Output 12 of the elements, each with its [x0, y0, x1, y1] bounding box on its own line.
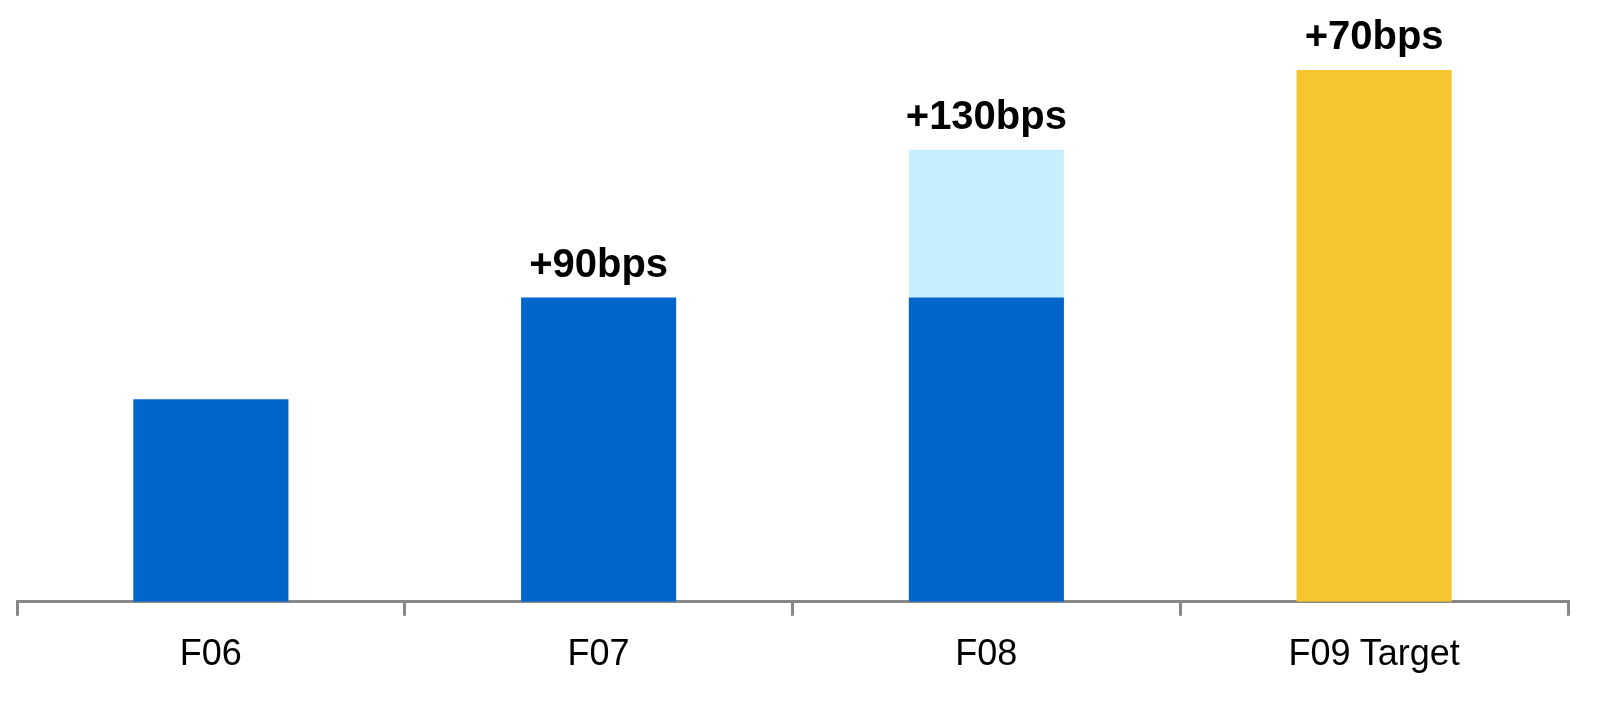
- bar: [133, 399, 289, 602]
- bar: [1296, 70, 1452, 602]
- bar: [908, 297, 1064, 602]
- x-tick-label: F07: [567, 632, 630, 674]
- x-tick-label: F06: [179, 632, 242, 674]
- annotation: +90bps: [529, 240, 669, 285]
- x-tick-label: F08: [955, 632, 1018, 674]
- annotation: +130bps: [905, 92, 1067, 137]
- bar: [908, 149, 1064, 298]
- annotation: +70bps: [1304, 13, 1444, 58]
- bar: [521, 297, 677, 602]
- x-tick-label: F09 Target: [1288, 632, 1460, 674]
